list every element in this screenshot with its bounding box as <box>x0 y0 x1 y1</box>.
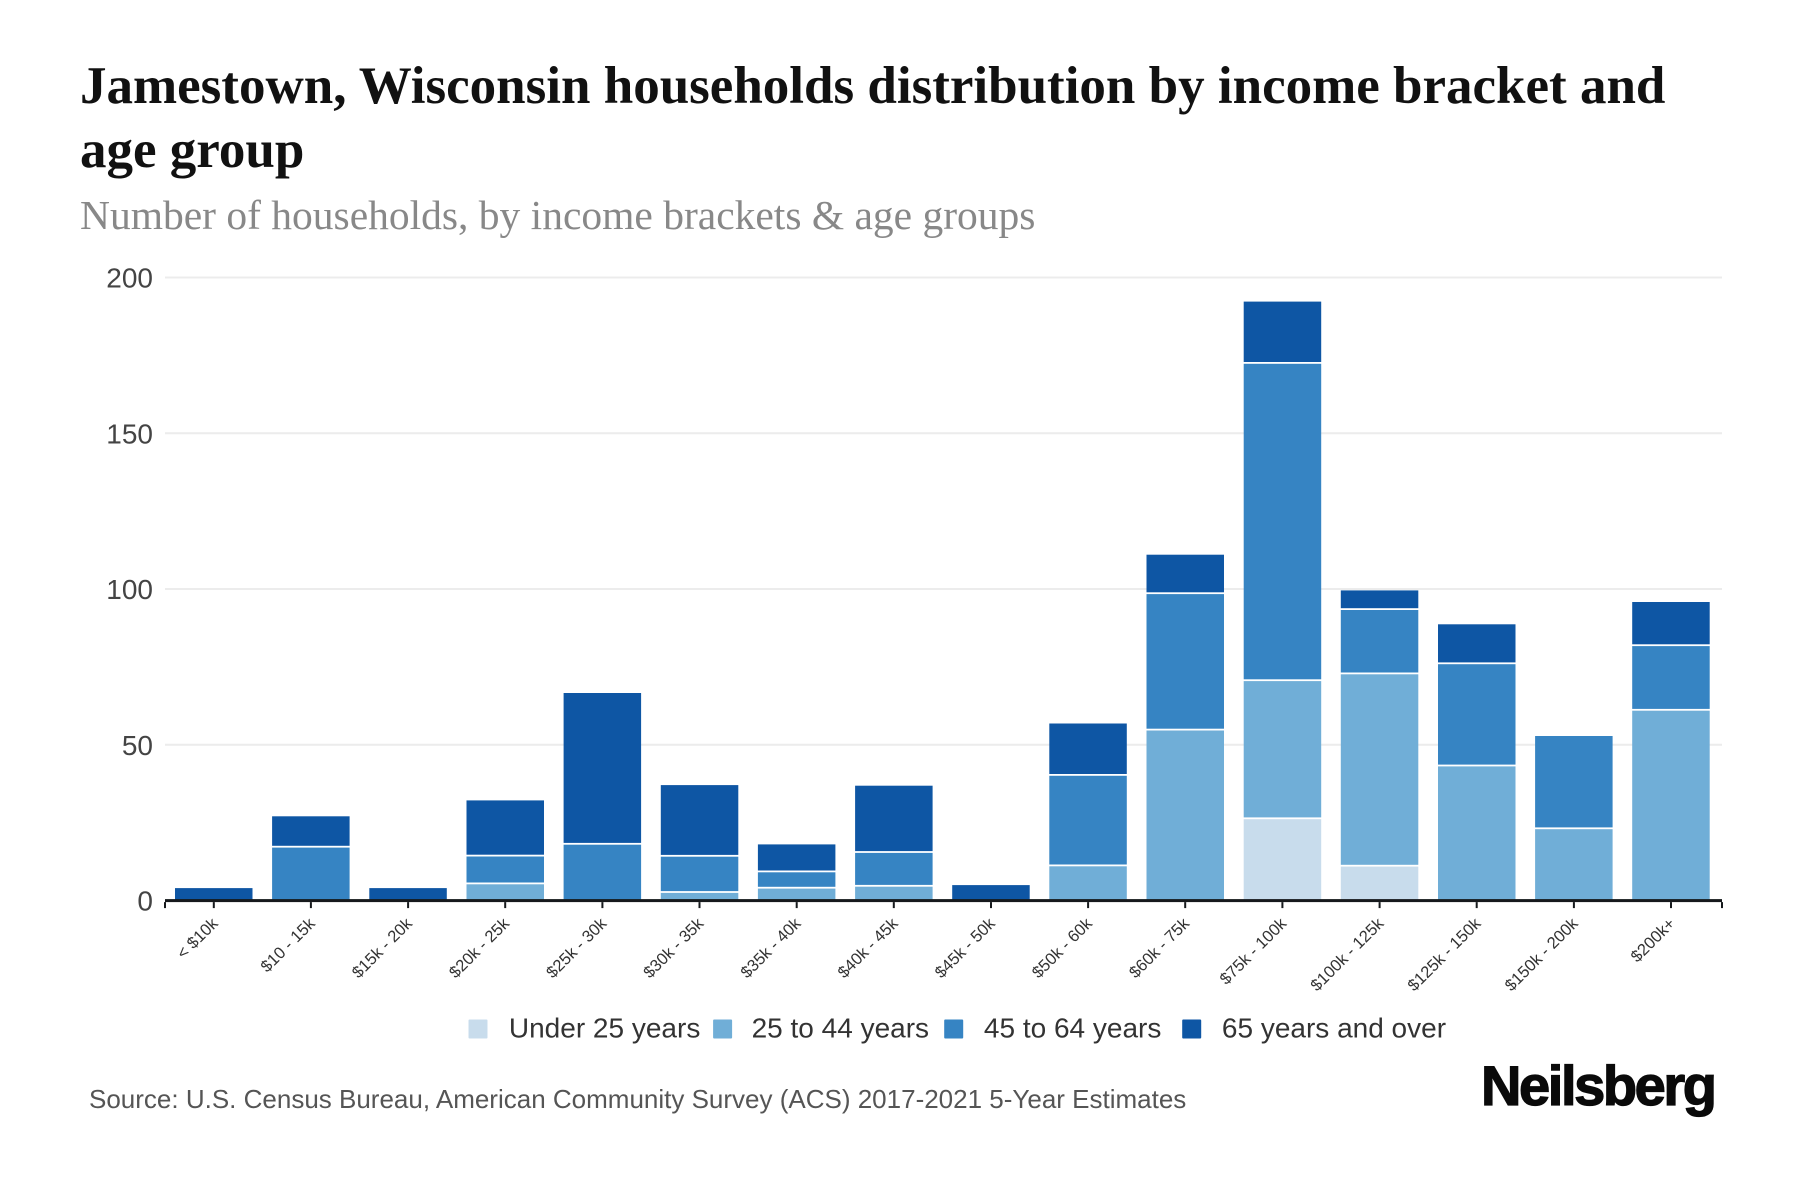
svg-text:50: 50 <box>122 730 153 761</box>
svg-text:Under 25 years: Under 25 years <box>509 1013 700 1044</box>
svg-text:$35k - 40k: $35k - 40k <box>737 914 805 982</box>
svg-text:$125k - 150k: $125k - 150k <box>1404 914 1485 995</box>
svg-text:$25k - 30k: $25k - 30k <box>543 914 611 982</box>
svg-text:$15k - 20k: $15k - 20k <box>349 914 417 982</box>
svg-text:$40k - 45k: $40k - 45k <box>834 914 902 982</box>
svg-text:150: 150 <box>106 418 153 449</box>
svg-text:$45k - 50k: $45k - 50k <box>932 914 1000 982</box>
svg-text:$100k - 125k: $100k - 125k <box>1307 914 1388 995</box>
svg-text:$50k - 60k: $50k - 60k <box>1029 914 1097 982</box>
svg-text:$60k - 75k: $60k - 75k <box>1126 914 1194 982</box>
svg-text:$10 - 15k: $10 - 15k <box>257 914 319 976</box>
svg-text:< $10k: < $10k <box>174 914 223 963</box>
svg-text:$75k - 100k: $75k - 100k <box>1217 914 1291 988</box>
svg-text:$20k - 25k: $20k - 25k <box>446 914 514 982</box>
svg-text:45 to 64 years: 45 to 64 years <box>984 1013 1161 1044</box>
svg-text:25 to 44 years: 25 to 44 years <box>752 1013 929 1044</box>
svg-text:100: 100 <box>106 574 153 605</box>
svg-text:$30k - 35k: $30k - 35k <box>640 914 708 982</box>
svg-text:$150k - 200k: $150k - 200k <box>1502 914 1583 995</box>
svg-text:200: 200 <box>106 263 153 294</box>
svg-text:65 years and over: 65 years and over <box>1222 1013 1446 1044</box>
svg-text:0: 0 <box>137 886 153 917</box>
svg-text:$200k+: $200k+ <box>1627 915 1678 966</box>
